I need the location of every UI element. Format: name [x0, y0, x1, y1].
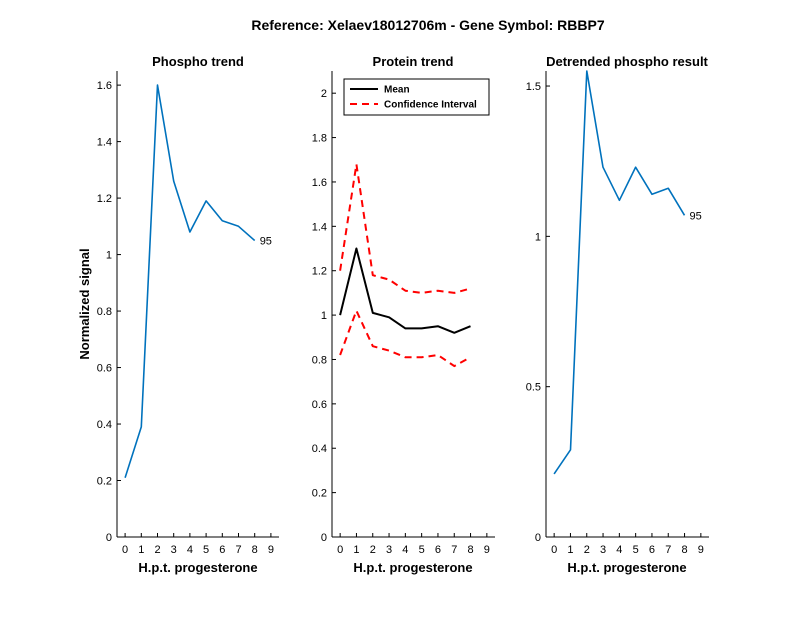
detrended-phospho-xtick-label: 6: [649, 544, 655, 556]
phospho-trend-ytick-label: 1: [106, 250, 112, 262]
protein-trend-ytick-label: 2: [321, 88, 327, 100]
protein-trend-xtick-label: 7: [451, 544, 457, 556]
detrended-phospho-xtick-label: 8: [681, 544, 687, 556]
detrended-phospho-xtick-label: 1: [567, 544, 573, 556]
mean-line: [339, 247, 471, 334]
protein-trend-xtick-label: 9: [484, 544, 490, 556]
phospho-trend-ytick-label: 1.4: [97, 137, 112, 149]
detrended-phospho-xtick-label: 9: [698, 544, 704, 556]
protein-trend-xtick-label: 4: [402, 544, 408, 556]
ci-lower-line: [339, 309, 471, 368]
protein-trend-xtick-label: 0: [337, 544, 343, 556]
phospho-trend-xtick-label: 3: [171, 544, 177, 556]
protein-trend-ytick-label: 1.6: [312, 177, 327, 189]
protein-trend-ytick-label: 0.8: [312, 354, 327, 366]
protein-trend-ytick-label: 0.6: [312, 399, 327, 411]
protein-trend-ytick-label: 1.4: [312, 221, 327, 233]
phospho-trend-ytick-label: 0: [106, 532, 112, 544]
protein-trend-xtick-label: 6: [435, 544, 441, 556]
phospho-trend-xtick-label: 1: [138, 544, 144, 556]
protein-trend-xtick-label: 5: [419, 544, 425, 556]
detrended-phospho-ytick-label: 1: [535, 231, 541, 243]
phospho-trend-xtick-label: 9: [268, 544, 274, 556]
detrended-phospho-title: Detrended phospho result: [546, 54, 708, 69]
legend-label-mean: Mean: [384, 85, 410, 96]
protein-trend-ytick-label: 1: [321, 310, 327, 322]
detrended-phospho-xtick-label: 0: [551, 544, 557, 556]
legend-box: [343, 78, 490, 116]
phospho-trend-xtick-label: 8: [252, 544, 258, 556]
phospho-trend-xlabel: H.p.t. progesterone: [138, 560, 257, 575]
protein-trend-xtick-label: 3: [386, 544, 392, 556]
phospho-trend-xtick-label: 5: [203, 544, 209, 556]
protein-trend-xtick-label: 2: [370, 544, 376, 556]
protein-trend-xtick-label: 1: [353, 544, 359, 556]
detrended-phospho-end-label: 95: [690, 210, 702, 222]
detrended-phospho-xtick-label: 4: [616, 544, 622, 556]
phospho-trend-ytick-label: 0.2: [97, 476, 112, 488]
protein-trend-ytick-label: 1.8: [312, 133, 327, 145]
phospho-trend-ytick-label: 0.4: [97, 419, 112, 431]
phospho-trend-xtick-label: 4: [187, 544, 193, 556]
protein-trend-ytick-label: 0.4: [312, 443, 327, 455]
protein-trend-title: Protein trend: [373, 54, 454, 69]
detrended-phospho-ytick-label: 0: [535, 532, 541, 544]
protein-trend-ytick-label: 1.2: [312, 266, 327, 278]
phospho-trend-xtick-label: 0: [122, 544, 128, 556]
detrended-phospho-xtick-label: 7: [665, 544, 671, 556]
detrended-phospho-panel: Detrended phospho result H.p.t. progeste…: [526, 54, 709, 575]
phospho-trend-ytick-label: 0.8: [97, 306, 112, 318]
detrended-phospho-xtick-label: 5: [633, 544, 639, 556]
protein-trend-ytick-label: 0.2: [312, 488, 327, 500]
detrended-phospho-line: [553, 70, 686, 475]
detrended-phospho-ytick-label: 0.5: [526, 382, 541, 394]
figure-title: Reference: Xelaev18012706m - Gene Symbol…: [251, 17, 604, 33]
phospho-trend-xtick-label: 2: [154, 544, 160, 556]
phospho-trend-ylabel: Normalized signal: [77, 248, 92, 359]
phospho-trend-xtick-label: 7: [235, 544, 241, 556]
phospho-trend-ytick-label: 0.6: [97, 363, 112, 375]
ci-upper-line: [339, 163, 471, 294]
phospho-trend-ytick-label: 1.2: [97, 193, 112, 205]
detrended-phospho-xtick-label: 2: [584, 544, 590, 556]
phospho-trend-ytick-label: 1.6: [97, 80, 112, 92]
detrended-phospho-ytick-label: 1.5: [526, 81, 541, 93]
protein-trend-panel: Protein trend H.p.t. progesterone 0 0.2 0.…: [312, 54, 495, 575]
phospho-trend-title: Phospho trend: [152, 54, 244, 69]
phospho-trend-xtick-label: 6: [219, 544, 225, 556]
protein-trend-xlabel: H.p.t. progesterone: [353, 560, 472, 575]
phospho-trend-panel: Phospho trend Normalized signal H.p.t. p…: [77, 54, 279, 575]
phospho-trend-end-label: 95: [260, 235, 272, 247]
protein-trend-ytick-label: 0: [321, 532, 327, 544]
detrended-phospho-xtick-label: 3: [600, 544, 606, 556]
phospho-trend-line: [124, 84, 256, 478]
detrended-phospho-xlabel: H.p.t. progesterone: [567, 560, 686, 575]
legend-label-ci: Confidence Interval: [384, 100, 477, 111]
protein-trend-xtick-label: 8: [467, 544, 473, 556]
